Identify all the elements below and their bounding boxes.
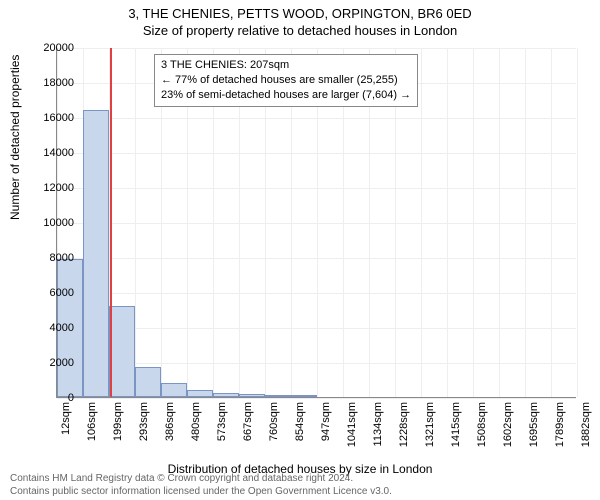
histogram-bar — [239, 394, 265, 397]
marker-line — [110, 48, 112, 397]
x-tick-label: 106sqm — [86, 402, 98, 441]
histogram-bar — [291, 395, 317, 397]
x-tick-label: 1882sqm — [580, 402, 592, 447]
y-tick-label: 18000 — [34, 77, 74, 89]
histogram-bar — [213, 393, 239, 397]
y-tick-label: 2000 — [34, 357, 74, 369]
x-tick-label: 854sqm — [294, 402, 306, 441]
y-tick-label: 14000 — [34, 147, 74, 159]
x-tick-label: 1789sqm — [554, 402, 566, 447]
x-tick-label: 480sqm — [190, 402, 202, 441]
page-title-line2: Size of property relative to detached ho… — [0, 23, 600, 38]
histogram-bar — [187, 390, 213, 397]
info-line-3: 23% of semi-detached houses are larger (… — [161, 88, 411, 103]
x-tick-label: 199sqm — [112, 402, 124, 441]
gridline-horizontal — [57, 398, 576, 399]
x-tick-label: 12sqm — [60, 402, 72, 435]
gridline-vertical — [421, 48, 422, 397]
x-tick-label: 760sqm — [268, 402, 280, 441]
x-tick-label: 573sqm — [216, 402, 228, 441]
x-tick-label: 1321sqm — [424, 402, 436, 447]
footer-line-1: Contains HM Land Registry data © Crown c… — [10, 473, 590, 486]
x-tick-label: 667sqm — [242, 402, 254, 441]
page-title-line1: 3, THE CHENIES, PETTS WOOD, ORPINGTON, B… — [0, 6, 600, 21]
histogram-bar — [83, 110, 109, 397]
x-tick-label: 1134sqm — [372, 402, 384, 446]
x-tick-label: 947sqm — [320, 402, 332, 441]
y-tick-label: 6000 — [34, 287, 74, 299]
histogram-bar — [161, 383, 187, 397]
info-line-1: 3 THE CHENIES: 207sqm — [161, 58, 411, 73]
x-tick-label: 386sqm — [164, 402, 176, 441]
info-box: 3 THE CHENIES: 207sqm ← 77% of detached … — [154, 54, 418, 107]
x-tick-label: 1228sqm — [398, 402, 410, 447]
histogram-bar — [109, 306, 135, 397]
x-tick-label: 1695sqm — [528, 402, 540, 447]
y-tick-label: 16000 — [34, 112, 74, 124]
x-tick-label: 1602sqm — [502, 402, 514, 447]
y-tick-label: 4000 — [34, 322, 74, 334]
footer-line-2: Contains public sector information licen… — [10, 486, 590, 499]
gridline-vertical — [473, 48, 474, 397]
x-tick-label: 1508sqm — [476, 402, 488, 447]
gridline-vertical — [499, 48, 500, 397]
footer: Contains HM Land Registry data © Crown c… — [10, 473, 590, 498]
y-axis-label: Number of detached properties — [8, 55, 22, 220]
gridline-vertical — [447, 48, 448, 397]
y-tick-label: 10000 — [34, 217, 74, 229]
x-tick-label: 1415sqm — [450, 402, 462, 447]
chart-area: 3 THE CHENIES: 207sqm ← 77% of detached … — [56, 48, 576, 398]
gridline-vertical — [135, 48, 136, 397]
y-tick-label: 20000 — [34, 42, 74, 54]
x-tick-label: 293sqm — [138, 402, 150, 441]
info-line-2: ← 77% of detached houses are smaller (25… — [161, 73, 411, 88]
gridline-vertical — [577, 48, 578, 397]
x-tick-label: 1041sqm — [346, 402, 358, 447]
gridline-vertical — [551, 48, 552, 397]
histogram-bar — [265, 395, 291, 397]
y-tick-label: 8000 — [34, 252, 74, 264]
histogram-bar — [135, 367, 161, 397]
gridline-vertical — [525, 48, 526, 397]
y-tick-label: 12000 — [34, 182, 74, 194]
